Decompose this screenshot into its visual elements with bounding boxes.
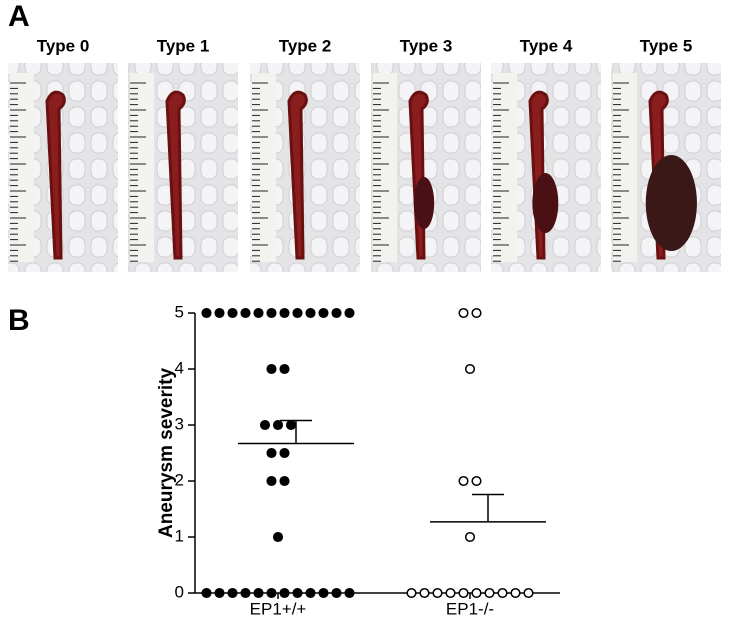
point (266, 363, 277, 375)
ruler (10, 73, 34, 262)
y-tick-label: 1 (175, 526, 184, 545)
panel-label: B (8, 304, 30, 337)
point (240, 307, 251, 319)
vessel (165, 90, 186, 260)
vessel (287, 90, 308, 260)
point (510, 587, 521, 599)
x-tick-label: EP1+/+ (250, 599, 307, 618)
point (292, 587, 303, 599)
point (523, 587, 534, 599)
point (458, 475, 469, 487)
point (279, 587, 290, 599)
point (458, 587, 469, 599)
point (253, 587, 264, 599)
photo (250, 63, 360, 272)
point (201, 307, 212, 319)
photo (371, 63, 481, 272)
point (445, 587, 456, 599)
photo-label: Type 1 (157, 36, 210, 55)
photo (491, 63, 601, 272)
y-tick-label: 5 (175, 302, 184, 321)
point (471, 307, 482, 319)
photo-label: Type 0 (37, 36, 90, 55)
photo-label: Type 2 (279, 36, 332, 55)
x-tick-label: EP1-/- (446, 599, 494, 618)
photo-label: Type 3 (400, 36, 453, 55)
photo-label: Type 4 (520, 36, 573, 55)
ruler (130, 73, 154, 262)
point (497, 587, 508, 599)
point (305, 307, 316, 319)
point (266, 587, 277, 599)
point (240, 587, 251, 599)
point (279, 307, 290, 319)
point (272, 531, 284, 543)
point (471, 475, 482, 487)
point (464, 363, 476, 375)
point (279, 447, 290, 459)
y-tick-label: 3 (175, 414, 184, 433)
ruler (613, 73, 637, 262)
panel-label: A (8, 0, 30, 33)
point (227, 587, 238, 599)
point (279, 363, 290, 375)
point (214, 587, 225, 599)
point (458, 307, 469, 319)
point (464, 531, 476, 543)
point (227, 307, 238, 319)
vessel (45, 90, 66, 260)
point (201, 587, 212, 599)
point (432, 587, 443, 599)
point (318, 587, 329, 599)
ruler (252, 73, 276, 262)
photo (8, 63, 118, 272)
y-tick-label: 0 (175, 582, 184, 601)
point (419, 587, 430, 599)
point (214, 307, 225, 319)
photo-label: Type 5 (640, 36, 693, 55)
ruler (493, 73, 517, 262)
aneurysm (532, 173, 559, 233)
point (344, 307, 355, 319)
point (318, 307, 329, 319)
point (292, 307, 303, 319)
point (272, 419, 284, 431)
point (279, 475, 290, 487)
point (253, 307, 264, 319)
y-tick-label: 4 (175, 358, 184, 377)
point (406, 587, 417, 599)
point (266, 475, 277, 487)
point (259, 419, 271, 431)
point (266, 307, 277, 319)
y-tick-label: 2 (175, 470, 184, 489)
aneurysm (645, 155, 697, 251)
point (331, 307, 342, 319)
point (471, 587, 482, 599)
point (285, 419, 297, 431)
y-axis-label: Aneurysm severity (156, 368, 177, 538)
photo (128, 63, 238, 272)
point (344, 587, 355, 599)
point (331, 587, 342, 599)
photo (611, 63, 721, 272)
point (484, 587, 495, 599)
point (305, 587, 316, 599)
point (266, 447, 277, 459)
aneurysm (413, 177, 435, 229)
ruler (373, 73, 397, 262)
